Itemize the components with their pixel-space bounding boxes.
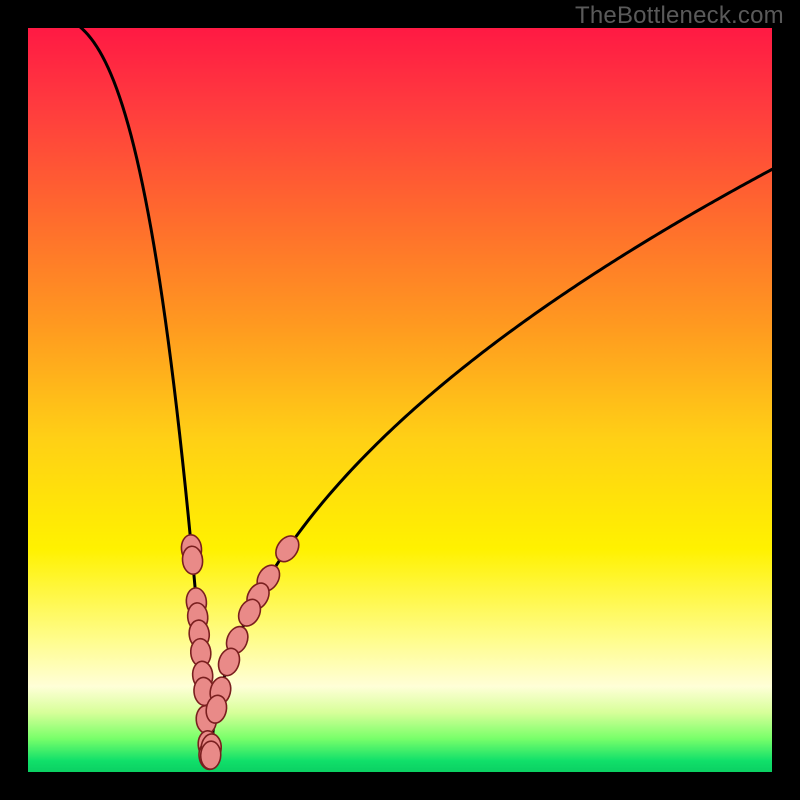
chart-stage: TheBottleneck.com — [0, 0, 800, 800]
watermark-text: TheBottleneck.com — [575, 2, 784, 30]
gradient-background — [28, 28, 772, 772]
